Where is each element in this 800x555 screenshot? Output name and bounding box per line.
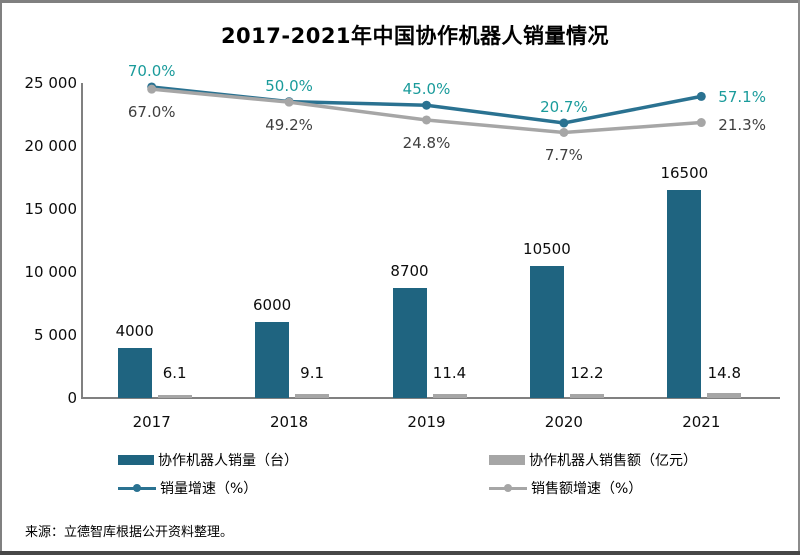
bar-sales-volume [392, 288, 427, 398]
legend-item-sales-revenue: 协作机器人销售额（亿元） [489, 450, 697, 470]
source-note: 来源：立德智库根据公开资料整理。 [25, 525, 234, 540]
y-axis-tick-label: 15 000 [24, 200, 78, 218]
legend-item-volume-growth: 销量增速（%） [118, 478, 257, 498]
y-axis-tick-label: 20 000 [24, 137, 78, 155]
x-axis-line [81, 397, 780, 399]
line-swatch-marker [133, 484, 141, 492]
frame-border-right [798, 0, 800, 555]
frame-border-left [0, 0, 2, 555]
line-revenue-growth-marker [284, 97, 294, 107]
bar-sales-volume [117, 347, 152, 398]
legend-swatch-bar-primary [118, 455, 154, 465]
pct-label-revenue-growth: 24.8% [402, 133, 451, 152]
line-revenue-growth-marker [422, 115, 431, 125]
line-revenue-growth-marker [147, 84, 157, 94]
pct-label-revenue-growth: 49.2% [265, 116, 313, 135]
legend-label: 协作机器人销售额（亿元） [529, 453, 697, 469]
legend-swatch-line-primary [118, 483, 156, 493]
pct-label-volume-growth: 45.0% [402, 80, 451, 99]
pct-label-revenue-growth: 7.7% [544, 146, 583, 165]
bar-sales-revenue [295, 394, 330, 398]
x-axis-tick-label: 2017 [132, 413, 171, 431]
bar-value-label: 10500 [523, 239, 571, 258]
line-swatch-marker [504, 484, 512, 492]
bar-value-label-secondary: 6.1 [162, 364, 187, 382]
pct-label-volume-growth: 57.1% [718, 88, 766, 107]
bar-value-label: 16500 [660, 164, 709, 183]
bar-sales-revenue [707, 393, 742, 398]
pct-label-volume-growth: 20.7% [540, 97, 588, 116]
frame-border-top [0, 0, 800, 3]
bar-value-label-secondary: 14.8 [707, 364, 741, 382]
line-volume-growth-marker [696, 91, 706, 101]
bar-sales-volume [667, 190, 702, 398]
y-axis-tick-label: 0 [67, 389, 77, 407]
legend-label: 协作机器人销量（台） [158, 453, 298, 469]
pct-label-volume-growth: 70.0% [127, 61, 176, 80]
bar-value-label-secondary: 11.4 [432, 364, 467, 382]
bar-sales-revenue [432, 393, 467, 398]
line-revenue-growth-marker [559, 127, 569, 137]
bar-value-label: 8700 [390, 262, 429, 281]
y-axis-tick-label: 10 000 [24, 263, 78, 281]
line-revenue-growth-marker [696, 118, 706, 128]
x-axis-tick-label: 2021 [682, 413, 721, 431]
x-axis-tick-label: 2018 [270, 413, 309, 431]
legend-item-sales-volume: 协作机器人销量（台） [118, 450, 298, 470]
line-volume-growth-marker [422, 100, 431, 110]
pct-label-volume-growth: 50.0% [265, 76, 313, 95]
legend-item-revenue-growth: 销售额增速（%） [489, 478, 642, 498]
bar-value-label: 4000 [115, 321, 154, 340]
legend-swatch-line-secondary [489, 483, 527, 493]
y-axis-tick-label: 5 000 [34, 326, 77, 344]
bar-value-label-secondary: 9.1 [300, 364, 325, 382]
bar-sales-revenue [157, 395, 192, 398]
chart-title: 2017-2021年中国协作机器人销量情况 [220, 24, 610, 48]
legend-label: 销售额增速（%） [531, 481, 643, 497]
pct-label-revenue-growth: 67.0% [127, 103, 176, 122]
line-volume-growth-marker [559, 118, 569, 128]
bar-sales-volume [529, 265, 564, 398]
frame-border-bottom [0, 551, 800, 555]
y-axis-line [81, 83, 83, 398]
x-axis-tick-label: 2019 [407, 413, 446, 431]
bar-sales-volume [255, 322, 290, 398]
bar-value-label-secondary: 12.2 [570, 364, 604, 382]
y-axis-tick-label: 25 000 [24, 74, 78, 92]
legend-label: 销量增速（%） [160, 481, 258, 497]
pct-label-revenue-growth: 21.3% [718, 115, 766, 134]
legend-swatch-bar-secondary [489, 455, 525, 465]
bar-value-label: 6000 [253, 296, 292, 315]
bar-sales-revenue [569, 393, 604, 398]
x-axis-tick-label: 2020 [544, 413, 583, 431]
